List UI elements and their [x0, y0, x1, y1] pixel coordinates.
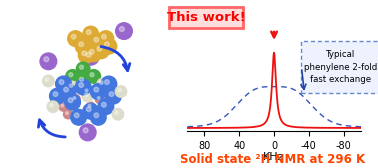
Circle shape: [79, 77, 84, 81]
Circle shape: [86, 46, 102, 62]
Circle shape: [83, 26, 99, 42]
Circle shape: [83, 128, 88, 133]
Circle shape: [64, 110, 73, 119]
Circle shape: [116, 23, 132, 39]
Circle shape: [82, 51, 87, 56]
Circle shape: [73, 97, 76, 99]
Circle shape: [97, 78, 108, 90]
Text: Solid state ²H NMR at 296 K: Solid state ²H NMR at 296 K: [180, 153, 365, 166]
Circle shape: [90, 73, 94, 77]
Circle shape: [105, 42, 109, 47]
Circle shape: [86, 102, 95, 111]
Circle shape: [71, 95, 80, 104]
Circle shape: [97, 97, 100, 99]
Circle shape: [93, 43, 109, 59]
Circle shape: [95, 95, 104, 104]
Circle shape: [40, 53, 57, 70]
Circle shape: [109, 92, 114, 96]
Circle shape: [115, 111, 118, 115]
Circle shape: [88, 104, 91, 107]
Circle shape: [43, 75, 54, 87]
Circle shape: [45, 78, 49, 81]
Circle shape: [112, 109, 124, 120]
Circle shape: [66, 70, 79, 83]
Circle shape: [85, 89, 88, 92]
Circle shape: [87, 30, 91, 34]
Circle shape: [83, 87, 92, 96]
Circle shape: [79, 83, 84, 87]
Circle shape: [94, 113, 99, 118]
Circle shape: [78, 47, 94, 63]
Circle shape: [70, 84, 73, 87]
Circle shape: [74, 113, 79, 118]
Circle shape: [68, 98, 73, 102]
Circle shape: [59, 80, 64, 84]
Circle shape: [59, 102, 68, 111]
Circle shape: [90, 109, 106, 125]
Circle shape: [94, 37, 99, 42]
FancyBboxPatch shape: [169, 7, 243, 28]
Circle shape: [79, 124, 96, 141]
Circle shape: [86, 52, 91, 57]
Circle shape: [100, 81, 103, 84]
Text: This work!: This work!: [167, 11, 245, 24]
Circle shape: [118, 88, 121, 92]
Circle shape: [76, 62, 90, 76]
Circle shape: [119, 27, 124, 31]
X-axis label: KHz: KHz: [263, 152, 285, 162]
Circle shape: [53, 92, 58, 96]
Circle shape: [75, 38, 91, 54]
Circle shape: [98, 99, 114, 115]
Circle shape: [61, 104, 64, 107]
Circle shape: [90, 84, 106, 99]
Circle shape: [79, 65, 84, 69]
Circle shape: [102, 34, 106, 39]
Circle shape: [90, 34, 106, 50]
FancyBboxPatch shape: [301, 41, 378, 93]
Circle shape: [65, 94, 81, 110]
Circle shape: [83, 103, 99, 119]
Text: Typical
phenylene 2-fold
fast exchange: Typical phenylene 2-fold fast exchange: [304, 50, 377, 84]
Circle shape: [68, 31, 84, 47]
Circle shape: [105, 80, 109, 84]
Circle shape: [82, 90, 93, 102]
Circle shape: [85, 93, 88, 96]
Circle shape: [101, 76, 117, 92]
Circle shape: [47, 101, 59, 112]
Circle shape: [98, 31, 114, 47]
Circle shape: [94, 87, 99, 92]
Circle shape: [79, 42, 84, 47]
Circle shape: [97, 46, 102, 51]
Circle shape: [87, 107, 91, 112]
Circle shape: [71, 109, 87, 125]
Circle shape: [115, 86, 127, 97]
Circle shape: [64, 87, 68, 92]
Circle shape: [67, 81, 78, 93]
Circle shape: [65, 112, 68, 114]
Circle shape: [101, 38, 117, 54]
Circle shape: [75, 79, 91, 95]
Circle shape: [50, 103, 53, 107]
Circle shape: [71, 34, 76, 39]
Circle shape: [76, 74, 90, 88]
Circle shape: [105, 88, 121, 104]
Circle shape: [82, 48, 99, 65]
Circle shape: [87, 70, 101, 83]
Circle shape: [69, 73, 73, 77]
Circle shape: [90, 49, 94, 54]
Circle shape: [50, 88, 65, 104]
Circle shape: [44, 57, 49, 62]
Circle shape: [102, 102, 106, 107]
Circle shape: [60, 84, 76, 99]
Circle shape: [56, 76, 71, 92]
